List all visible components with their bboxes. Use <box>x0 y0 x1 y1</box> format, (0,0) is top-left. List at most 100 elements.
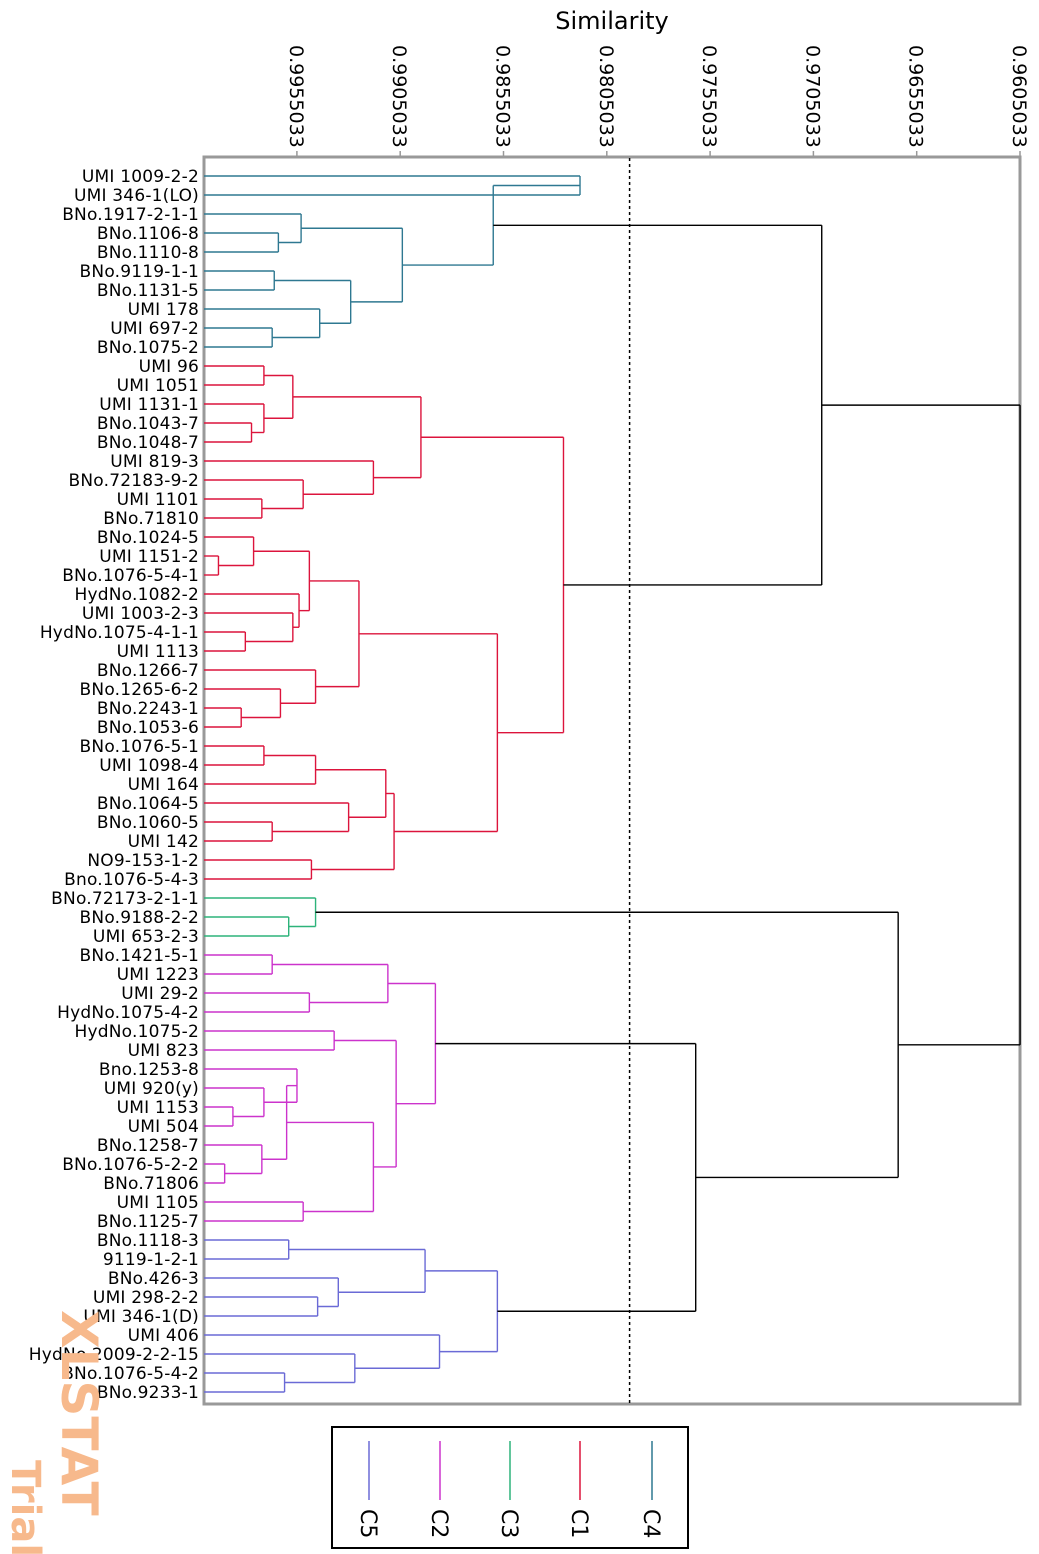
leaf-label-15: UMI 819-3 <box>110 452 199 472</box>
watermark-brand: XLSTAT <box>50 1310 108 1516</box>
merge-N2 <box>204 688 282 719</box>
leaf-label-59: UMI 298-2-2 <box>93 1288 199 1308</box>
merge-B2 <box>204 213 302 244</box>
x-tick-label-4: 0.9755033 <box>698 45 720 148</box>
merge-L2 <box>204 612 294 643</box>
x-tick-label-7: 0.9605033 <box>1008 45 1030 148</box>
leaf-label-35: UMI 142 <box>128 832 199 852</box>
leaf-label-21: BNo.1076-5-4-1 <box>62 566 199 586</box>
leaf-label-10: UMI 96 <box>139 357 199 377</box>
merge-E <box>301 227 404 303</box>
leaf-label-45: HydNo.1075-2 <box>75 1022 199 1042</box>
leaf-label-44: HydNo.1075-4-2 <box>57 1003 199 1023</box>
leaf-label-32: UMI 164 <box>128 775 199 795</box>
merge-b6 <box>204 1353 356 1384</box>
leaf-label-31: UMI 1098-4 <box>99 756 199 776</box>
leaf-label-39: BNo.9188-2-2 <box>80 908 199 928</box>
merge-Y3 <box>204 1068 298 1103</box>
legend-label-c3: C3 <box>496 1509 521 1538</box>
leaf-label-27: BNo.1265-6-2 <box>80 680 199 700</box>
legend-label-c5: C5 <box>355 1509 380 1538</box>
merge-b4 <box>288 1248 426 1293</box>
merge-N <box>204 707 242 728</box>
leaf-label-14: BNo.1048-7 <box>97 433 199 453</box>
merge-V <box>204 916 290 937</box>
merge-b7 <box>204 1334 441 1369</box>
merge-a2 <box>286 1121 375 1213</box>
merge-a4 <box>387 982 437 1105</box>
merge-H3 <box>263 374 294 419</box>
legend-item-c3: C3 <box>496 1441 521 1538</box>
leaf-label-42: UMI 1223 <box>117 965 199 985</box>
leaf-label-29: BNo.1053-6 <box>97 718 199 738</box>
merge-G <box>204 365 265 386</box>
merge-Z <box>204 1163 226 1184</box>
leaf-label-16: BNo.72183-9-2 <box>69 471 199 491</box>
leaf-label-12: UMI 1131-1 <box>99 395 199 415</box>
leaf-label-7: UMI 178 <box>128 300 199 320</box>
leaf-label-26: BNo.1266-7 <box>97 661 199 681</box>
leaf-label-60: UMI 346-1(D) <box>83 1307 199 1327</box>
merge-root <box>821 404 1021 1046</box>
leaf-label-24: HydNo.1075-4-1-1 <box>40 623 199 643</box>
leaf-label-40: UMI 653-2-3 <box>93 927 199 947</box>
merge-W <box>204 954 273 975</box>
leaf-label-56: BNo.1118-3 <box>97 1231 199 1251</box>
x-tick-label-0: 0.9955033 <box>285 45 307 148</box>
leaf-label-50: UMI 504 <box>128 1117 199 1137</box>
leaf-label-43: UMI 29-2 <box>121 984 199 1004</box>
merge-H2 <box>204 403 265 434</box>
watermark: XLSTAT Trial <box>2 1310 108 1554</box>
leaf-label-54: UMI 1105 <box>117 1193 199 1213</box>
plot-frame <box>202 155 1022 1406</box>
leaf-label-52: BNo.1076-5-2-2 <box>62 1155 199 1175</box>
leaf-label-17: UMI 1101 <box>117 490 199 510</box>
leaf-label-46: UMI 823 <box>128 1041 199 1061</box>
x-tick-label-5: 0.9705033 <box>801 45 823 148</box>
legend-item-c2: C2 <box>426 1441 451 1538</box>
merge-L <box>204 631 247 652</box>
merge-I2 <box>204 479 304 510</box>
merge-Y <box>204 1106 234 1127</box>
x-axis-title: Similarity <box>555 7 668 35</box>
leaf-label-63: BNo.1076-5-4-2 <box>62 1364 199 1384</box>
merge-H <box>204 422 253 443</box>
merge-Z2 <box>204 1144 263 1175</box>
merge-T <box>420 436 565 734</box>
leaf-label-25: UMI 1113 <box>117 642 199 662</box>
leaf-label-48: UMI 920(y) <box>104 1079 199 1099</box>
merge-I3 <box>204 460 375 495</box>
merge-U <box>493 224 823 586</box>
merge-L3 <box>204 593 300 628</box>
merge-V2 <box>204 897 317 928</box>
watermark-edition: Trial <box>2 1460 48 1554</box>
leaf-label-1: UMI 346-1(LO) <box>74 186 199 206</box>
merge-R <box>315 769 387 818</box>
merge-b1 <box>204 1239 290 1260</box>
leaf-label-6: BNo.1131-5 <box>97 281 199 301</box>
merge-D3 <box>274 279 352 324</box>
dendrogram-links <box>204 175 1021 1393</box>
merge-Q <box>204 821 273 842</box>
leaf-label-19: BNo.1024-5 <box>97 528 199 548</box>
merge-P2 <box>204 754 317 785</box>
merge-K2 <box>204 536 255 567</box>
legend-label-c1: C1 <box>566 1509 591 1538</box>
merge-O <box>309 580 360 688</box>
merge-R2 <box>204 859 313 880</box>
leaf-label-55: BNo.1125-7 <box>97 1212 199 1232</box>
x-tick-label-1: 0.9905033 <box>388 45 410 148</box>
merge-K <box>204 555 220 576</box>
merge-B <box>204 232 280 253</box>
leaf-label-62: HydNo.2009-2-2-15 <box>29 1345 199 1365</box>
leaf-label-8: UMI 697-2 <box>110 319 199 339</box>
x-tick-label-6: 0.9655033 <box>905 45 927 148</box>
merge-b5 <box>204 1372 286 1393</box>
leaf-label-28: BNo.2243-1 <box>97 699 199 719</box>
merge-Q2 <box>204 802 350 833</box>
legend-item-c1: C1 <box>566 1441 591 1538</box>
leaf-label-20: UMI 1151-2 <box>99 547 199 567</box>
merge-Y2 <box>204 1087 265 1118</box>
merge-C <box>204 270 275 291</box>
